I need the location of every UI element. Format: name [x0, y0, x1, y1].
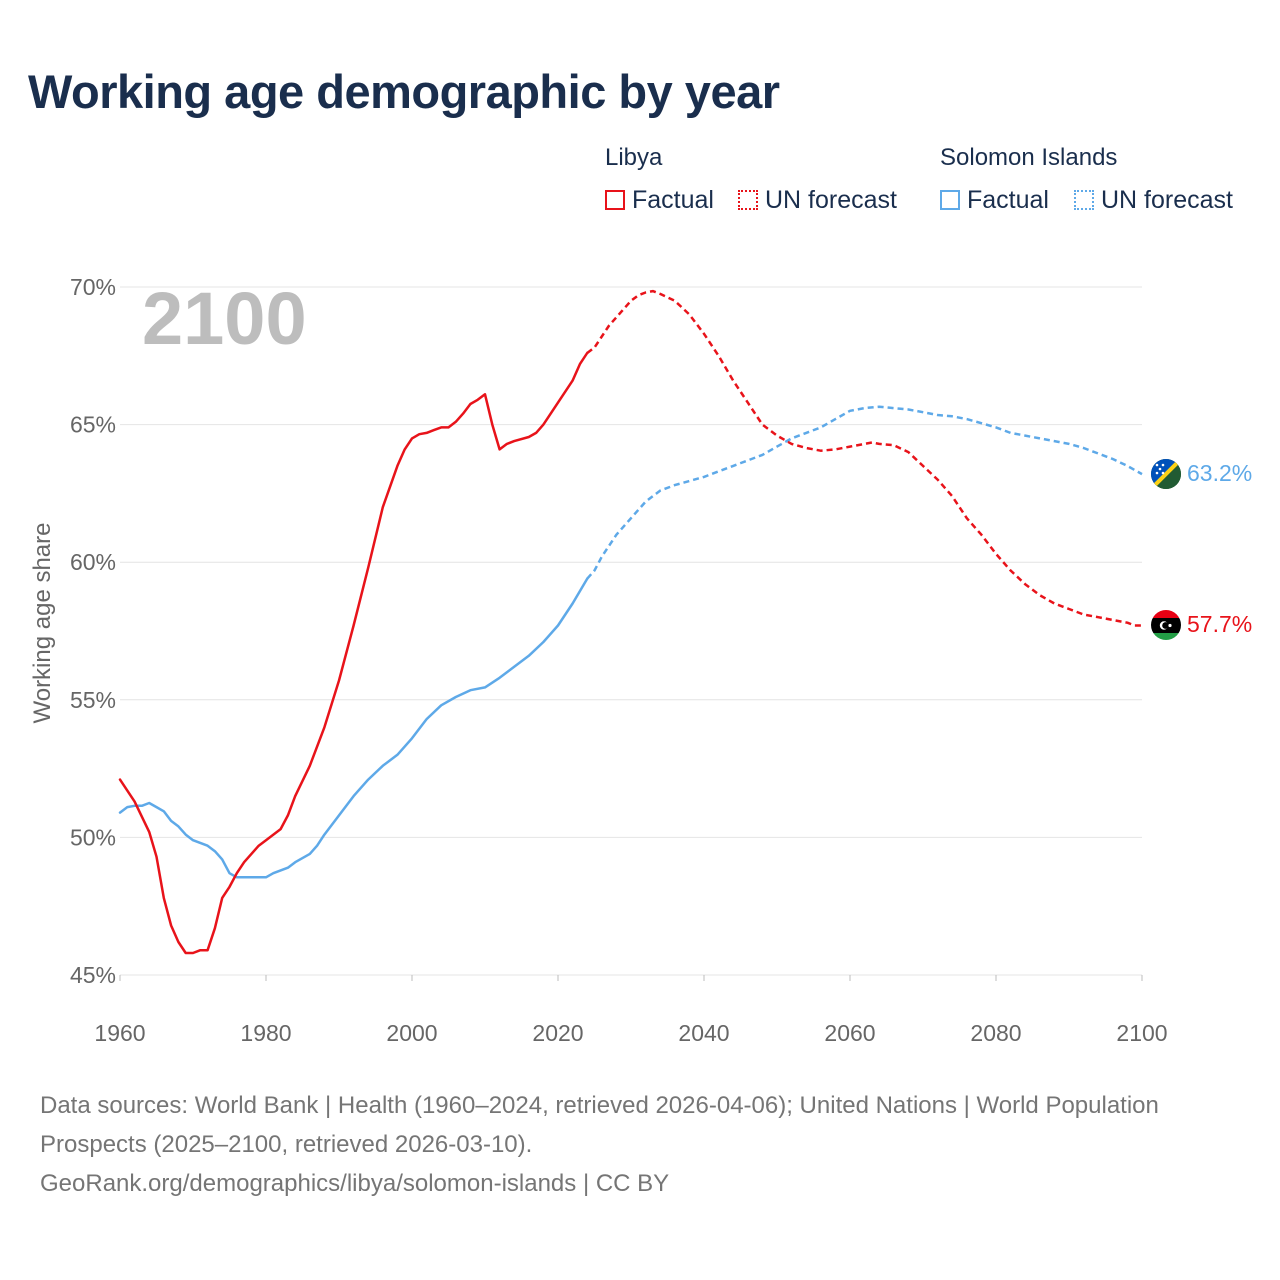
legend-group-solomon-islands: Solomon Islands	[940, 144, 1118, 171]
y-tick-label: 65%	[70, 412, 116, 438]
legend-label: UN forecast	[1101, 185, 1233, 214]
legend-label: Factual	[967, 185, 1049, 214]
legend-item-libya-forecast[interactable]: UN forecast	[738, 184, 897, 216]
x-tick-label: 2080	[970, 1020, 1021, 1046]
legend-group-libya: Libya	[605, 144, 663, 171]
series-line-libya-factual[interactable]	[118, 351, 589, 955]
legend-item-solomon-factual[interactable]: Factual	[940, 184, 1049, 216]
series-line-libya-forecast[interactable]	[586, 289, 1142, 627]
series-line-solomon-islands-factual[interactable]	[118, 577, 589, 879]
x-tick-label: 2000	[386, 1020, 437, 1046]
x-tick-label: 2040	[678, 1020, 729, 1046]
end-value-label-libya: 57.7%	[1187, 611, 1252, 637]
footer: Data sources: World Bank | Health (1960–…	[40, 1086, 1170, 1203]
line-swatch-icon	[605, 190, 625, 210]
x-axis: 1960 1980 2000 2020 2040 2060 2080 2100	[94, 975, 1168, 1046]
dotted-swatch-icon	[1074, 190, 1094, 210]
legend-label: Factual	[632, 185, 714, 214]
line-chart: 45% 50% 55% 60% 65% 70% 1960 1980 2000 2020 2040 2…	[29, 274, 1252, 1046]
y-tick-label: 50%	[70, 824, 116, 850]
legend-item-libya-factual[interactable]: Factual	[605, 184, 714, 216]
y-tick-label: 55%	[70, 687, 116, 713]
data-sources: Data sources: World Bank | Health (1960–…	[40, 1092, 1159, 1158]
series-line-solomon-islands-forecast[interactable]	[586, 405, 1143, 580]
line-swatch-icon	[940, 190, 960, 210]
y-tick-label: 45%	[70, 962, 116, 988]
gridlines	[120, 286, 1142, 976]
end-value-label-solomon-islands: 63.2%	[1187, 460, 1252, 486]
x-tick-label: 2100	[1116, 1020, 1167, 1046]
solomon-islands-flag-icon	[1151, 459, 1181, 489]
legend-item-solomon-forecast[interactable]: UN forecast	[1074, 184, 1233, 216]
x-tick-label: 2060	[824, 1020, 875, 1046]
chart-title: Working age demographic by year	[28, 65, 780, 118]
year-watermark: 2100	[142, 277, 307, 360]
y-axis: 45% 50% 55% 60% 65% 70%	[70, 274, 116, 988]
x-tick-label: 2020	[532, 1020, 583, 1046]
x-tick-label: 1960	[94, 1020, 145, 1046]
y-tick-label: 70%	[70, 274, 116, 300]
y-tick-label: 60%	[70, 549, 116, 575]
y-axis-title: Working age share	[29, 523, 56, 724]
series-layer	[118, 289, 1143, 955]
legend-label: UN forecast	[765, 185, 897, 214]
x-tick-label: 1980	[240, 1020, 291, 1046]
dotted-swatch-icon	[738, 190, 758, 210]
attribution: GeoRank.org/demographics/libya/solomon-i…	[40, 1170, 670, 1197]
libya-flag-icon	[1151, 610, 1181, 640]
